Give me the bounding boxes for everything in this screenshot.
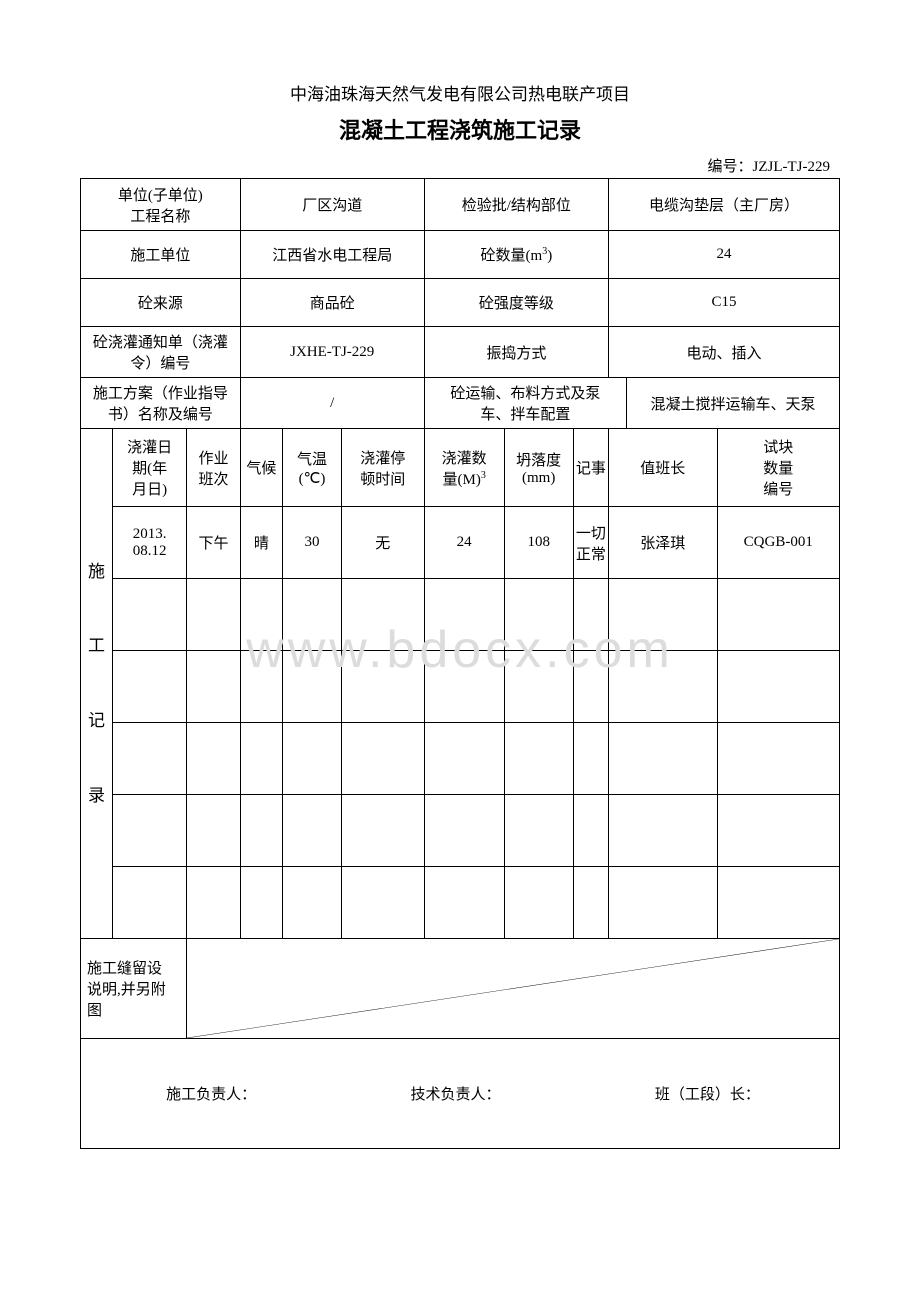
- record-header-row: 施 工 记 录 浇灌日 期(年 月日) 作业 班次 气候 气温 (℃) 浇灌停 …: [81, 429, 840, 507]
- cell-date: 2013. 08.12: [112, 507, 187, 579]
- cell-shift: 下午: [187, 507, 240, 579]
- diagonal-line-icon: [187, 939, 839, 1038]
- cell-slump: 108: [504, 507, 573, 579]
- transport-method-label: 砼运输、布料方式及泵 车、拌车配置: [424, 378, 626, 429]
- joint-diagram-cell: [187, 939, 840, 1039]
- cell-foreman: 张泽琪: [608, 507, 717, 579]
- record-row-4: [81, 723, 840, 795]
- unit-project-value: 厂区沟道: [240, 179, 424, 231]
- record-vertical-label: 施 工 记 录: [81, 429, 113, 939]
- vibration-method-label: 振捣方式: [424, 327, 608, 378]
- pour-notice-label: 砼浇灌通知单（浇灌 令）编号: [81, 327, 241, 378]
- concrete-source-value: 商品砼: [240, 279, 424, 327]
- record-row-5: [81, 795, 840, 867]
- doc-no-value: JZJL-TJ-229: [753, 159, 831, 175]
- joint-row: 施工缝留设 说明,并另附 图: [81, 939, 840, 1039]
- record-row-3: [81, 651, 840, 723]
- main-table: 单位(子单位) 工程名称 厂区沟道 检验批/结构部位 电缆沟垫层（主厂房） 施工…: [80, 178, 840, 1149]
- construction-unit-label: 施工单位: [81, 231, 241, 279]
- concrete-qty-value: 24: [608, 231, 839, 279]
- cell-pause: 无: [341, 507, 424, 579]
- sign-team: 班（工段）长：: [655, 1083, 760, 1104]
- col-notes: 记事: [573, 429, 608, 507]
- page: 中海油珠海天然气发电有限公司热电联产项目 混凝土工程浇筑施工记录 编号：JZJL…: [0, 0, 920, 1149]
- col-shift: 作业 班次: [187, 429, 240, 507]
- col-foreman: 值班长: [608, 429, 717, 507]
- col-temp: 气温 (℃): [283, 429, 342, 507]
- record-row-1: 2013. 08.12 下午 晴 30 无 24 108 一切 正常 张泽琪 C…: [81, 507, 840, 579]
- work-plan-label: 施工方案（作业指导 书）名称及编号: [81, 378, 241, 429]
- meta-row-3: 砼来源 商品砼 砼强度等级 C15: [81, 279, 840, 327]
- col-block: 试块 数量 编号: [717, 429, 840, 507]
- pour-notice-value: JXHE-TJ-229: [240, 327, 424, 378]
- unit-project-label: 单位(子单位) 工程名称: [81, 179, 241, 231]
- sign-cell: 施工负责人： 技术负责人： 班（工段）长：: [81, 1039, 840, 1149]
- inspection-part-label: 检验批/结构部位: [424, 179, 608, 231]
- cell-notes: 一切 正常: [573, 507, 608, 579]
- concrete-source-label: 砼来源: [81, 279, 241, 327]
- work-plan-value: /: [240, 378, 424, 429]
- joint-label: 施工缝留设 说明,并另附 图: [81, 939, 187, 1039]
- cell-qty: 24: [424, 507, 504, 579]
- col-weather: 气候: [240, 429, 283, 507]
- doc-no-label: 编号：: [707, 159, 752, 175]
- meta-row-5: 施工方案（作业指导 书）名称及编号 / 砼运输、布料方式及泵 车、拌车配置 混凝…: [81, 378, 840, 429]
- cell-temp: 30: [283, 507, 342, 579]
- col-pause: 浇灌停 顿时间: [341, 429, 424, 507]
- meta-row-1: 单位(子单位) 工程名称 厂区沟道 检验批/结构部位 电缆沟垫层（主厂房）: [81, 179, 840, 231]
- col-qty: 浇灌数 量(M)3: [424, 429, 504, 507]
- doc-title: 混凝土工程浇筑施工记录: [80, 113, 840, 145]
- vibration-method-value: 电动、插入: [608, 327, 839, 378]
- sign-technical: 技术负责人：: [410, 1083, 500, 1104]
- sign-row: 施工负责人： 技术负责人： 班（工段）长：: [81, 1039, 840, 1149]
- sign-construction: 施工负责人：: [166, 1083, 256, 1104]
- col-date: 浇灌日 期(年 月日): [112, 429, 187, 507]
- record-row-6: [81, 867, 840, 939]
- record-row-2: [81, 579, 840, 651]
- col-slump: 坍落度 (mm): [504, 429, 573, 507]
- construction-unit-value: 江西省水电工程局: [240, 231, 424, 279]
- meta-row-4: 砼浇灌通知单（浇灌 令）编号 JXHE-TJ-229 振捣方式 电动、插入: [81, 327, 840, 378]
- org-project: 中海油珠海天然气发电有限公司热电联产项目: [80, 80, 840, 105]
- cell-block: CQGB-001: [717, 507, 840, 579]
- strength-grade-label: 砼强度等级: [424, 279, 608, 327]
- inspection-part-value: 电缆沟垫层（主厂房）: [608, 179, 839, 231]
- cell-weather: 晴: [240, 507, 283, 579]
- strength-grade-value: C15: [608, 279, 839, 327]
- doc-number: 编号：JZJL-TJ-229: [80, 155, 840, 176]
- concrete-qty-label: 砼数量(m3): [424, 231, 608, 279]
- transport-method-value: 混凝土搅拌运输车、天泵: [627, 378, 840, 429]
- meta-row-2: 施工单位 江西省水电工程局 砼数量(m3) 24: [81, 231, 840, 279]
